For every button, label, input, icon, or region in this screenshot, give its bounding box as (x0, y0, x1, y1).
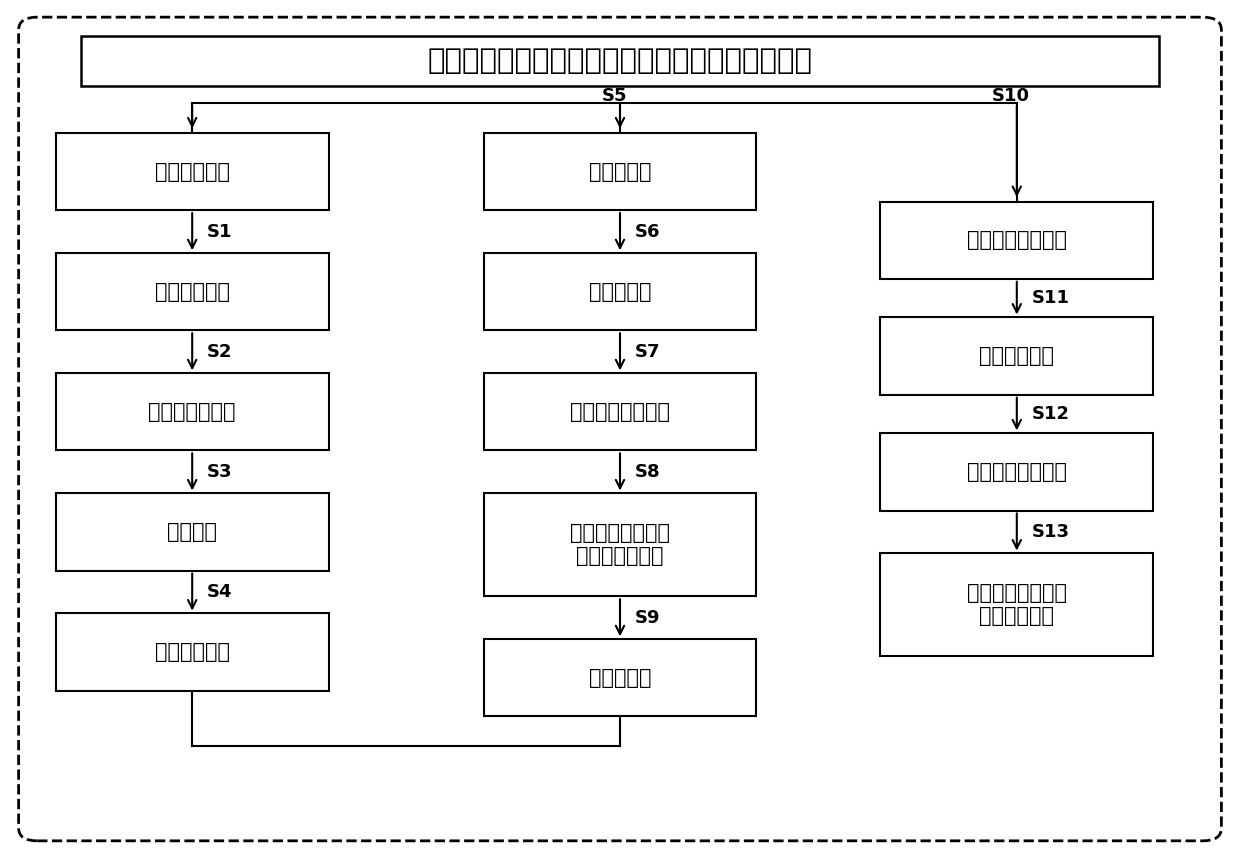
Text: 判别器构造: 判别器构造 (589, 281, 651, 302)
Text: S9: S9 (635, 609, 661, 626)
Text: S5: S5 (601, 88, 627, 105)
FancyBboxPatch shape (56, 493, 329, 571)
FancyBboxPatch shape (880, 202, 1153, 279)
FancyBboxPatch shape (56, 253, 329, 330)
Text: 联合优化对抗学习
损失和分割损失: 联合优化对抗学习 损失和分割损失 (570, 523, 670, 566)
Text: 计算全局损失函数: 计算全局损失函数 (967, 462, 1066, 482)
Text: S13: S13 (1032, 523, 1070, 541)
FancyBboxPatch shape (880, 433, 1153, 511)
FancyBboxPatch shape (880, 553, 1153, 656)
Text: S10: S10 (992, 88, 1030, 105)
Text: 语义信息融合: 语义信息融合 (980, 346, 1054, 366)
Text: 深度图神经网络: 深度图神经网络 (149, 402, 236, 422)
Text: S3: S3 (207, 463, 233, 480)
FancyBboxPatch shape (19, 17, 1221, 841)
Text: 稀疏特征插值: 稀疏特征插值 (155, 642, 229, 662)
FancyBboxPatch shape (484, 639, 756, 716)
Text: S8: S8 (635, 463, 661, 480)
FancyBboxPatch shape (484, 253, 756, 330)
Text: 全局输入构造: 全局输入构造 (155, 281, 229, 302)
Text: 构建对抗学习损失: 构建对抗学习损失 (570, 402, 670, 422)
FancyBboxPatch shape (484, 133, 756, 210)
FancyBboxPatch shape (56, 613, 329, 691)
Text: 构建二分图: 构建二分图 (589, 668, 651, 688)
Text: S1: S1 (207, 223, 233, 240)
FancyBboxPatch shape (484, 493, 756, 596)
Text: S6: S6 (635, 223, 661, 240)
Text: 一种基于知识蒸馏和融合的点云场景语义分割方法: 一种基于知识蒸馏和融合的点云场景语义分割方法 (428, 47, 812, 75)
FancyBboxPatch shape (484, 373, 756, 450)
Text: 测试数据输入网络
得到分割结果: 测试数据输入网络 得到分割结果 (967, 583, 1066, 626)
FancyBboxPatch shape (56, 373, 329, 450)
FancyBboxPatch shape (880, 317, 1153, 395)
FancyBboxPatch shape (56, 133, 329, 210)
Text: 动态邻接矩阵学习: 动态邻接矩阵学习 (967, 230, 1066, 251)
FancyBboxPatch shape (81, 36, 1159, 86)
Text: S4: S4 (207, 583, 233, 601)
Text: S12: S12 (1032, 405, 1070, 423)
Text: S7: S7 (635, 343, 661, 360)
Text: S11: S11 (1032, 289, 1070, 307)
Text: 生成器构造: 生成器构造 (589, 161, 651, 182)
Text: 训练模型: 训练模型 (167, 522, 217, 542)
Text: S2: S2 (207, 343, 233, 360)
Text: 局部输入构造: 局部输入构造 (155, 161, 229, 182)
